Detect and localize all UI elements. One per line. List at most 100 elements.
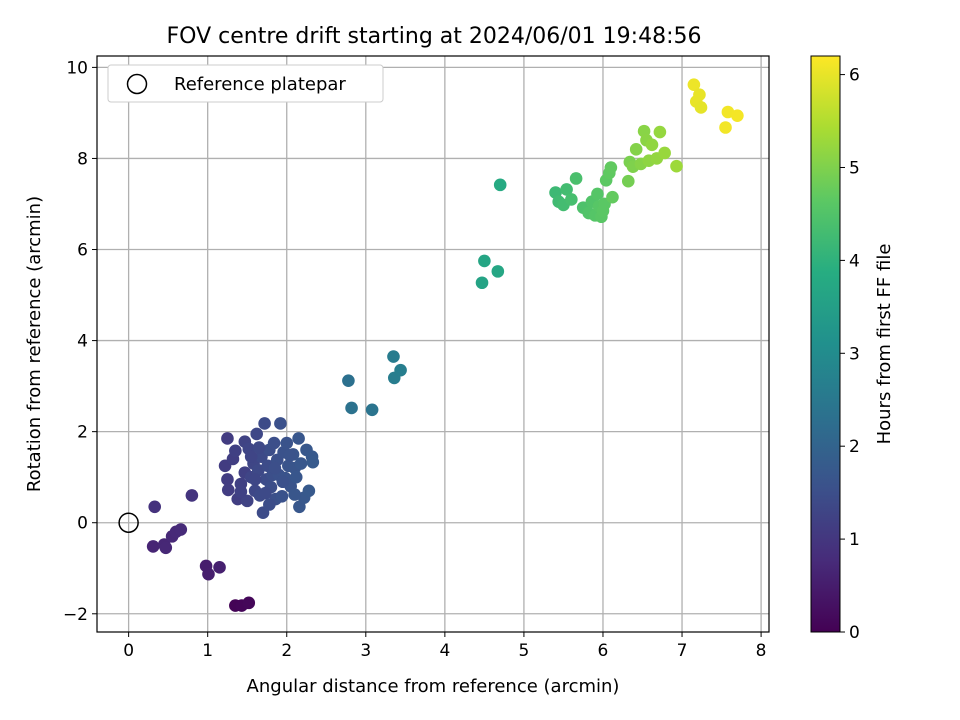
data-point: [591, 187, 604, 201]
data-point: [731, 109, 744, 122]
data-point: [250, 427, 263, 441]
data-point: [229, 444, 242, 458]
data-point: [244, 450, 258, 463]
data-point: [234, 485, 248, 499]
x-tick-label: 0: [123, 641, 134, 661]
y-axis-ticks: −2 0 2 4 6 8 10: [63, 58, 97, 625]
data-point: [248, 473, 262, 486]
data-point: [493, 178, 507, 192]
data-point: [306, 455, 320, 469]
x-tick-label: 5: [519, 641, 530, 661]
data-point: [475, 276, 489, 290]
data-point: [345, 401, 358, 415]
data-point: [221, 483, 235, 497]
colorbar-tick-label: 3: [849, 344, 860, 364]
data-point: [252, 441, 266, 454]
data-point: [242, 596, 256, 610]
x-axis-ticks: 0 1 2 3 4 5 6 7 8: [123, 632, 767, 661]
data-point: [670, 159, 683, 173]
data-point: [694, 101, 708, 114]
y-tick-label: 8: [77, 149, 88, 169]
data-point: [213, 561, 226, 574]
y-tick-label: −2: [63, 605, 88, 625]
colorbar-tick-label: 4: [849, 251, 860, 271]
data-point: [565, 193, 578, 206]
data-point: [221, 432, 234, 445]
chart-title: FOV centre drift starting at 2024/06/01 …: [167, 24, 702, 49]
data-point: [569, 172, 583, 185]
data-point: [629, 143, 643, 156]
data-point: [560, 183, 573, 196]
data-point: [221, 473, 234, 486]
colorbar-tick-label: 5: [849, 158, 860, 178]
data-point: [294, 457, 308, 470]
data-point: [302, 484, 316, 498]
x-tick-label: 3: [360, 641, 371, 661]
data-point: [202, 567, 215, 581]
colorbar-ticks: 0 1 2 3 4 5 6: [840, 66, 860, 643]
data-points: [146, 78, 744, 612]
x-tick-label: 8: [756, 641, 767, 661]
data-point: [276, 475, 290, 489]
x-tick-label: 6: [598, 641, 609, 661]
data-point: [283, 449, 297, 462]
data-point: [289, 470, 303, 484]
colorbar-tick-label: 6: [849, 66, 860, 86]
data-point: [721, 105, 735, 119]
grid: [97, 56, 769, 632]
x-tick-label: 1: [202, 641, 213, 661]
legend: Reference platepar: [107, 64, 384, 103]
x-tick-label: 2: [281, 641, 292, 661]
colorbar-tick-label: 1: [849, 530, 860, 550]
data-point: [259, 486, 272, 500]
data-point: [387, 350, 400, 363]
data-point: [146, 540, 160, 553]
data-point: [693, 88, 706, 102]
data-point: [292, 432, 305, 445]
colorbar-tick-label: 2: [849, 437, 860, 457]
data-point: [621, 174, 635, 188]
y-axis-label: Rotation from reference (arcmin): [24, 196, 45, 492]
colorbar-gradient: [810, 55, 841, 633]
data-point: [280, 436, 294, 450]
data-point: [275, 490, 289, 503]
data-point: [185, 489, 199, 502]
colorbar: 0 1 2 3 4 5 6 Hours from first FF file: [810, 55, 895, 643]
data-point: [342, 374, 355, 387]
reference-marker-layer: [118, 512, 139, 533]
data-point: [394, 363, 407, 377]
plot-frame: [96, 55, 770, 633]
data-point: [653, 125, 667, 139]
reference-marker: [118, 512, 139, 533]
data-point: [267, 436, 281, 450]
data-point: [645, 138, 659, 152]
data-point: [148, 500, 162, 514]
y-tick-label: 10: [66, 58, 88, 78]
colorbar-label: Hours from first FF file: [874, 244, 895, 445]
y-tick-label: 6: [77, 241, 88, 261]
legend-reference-marker-icon: [126, 73, 148, 95]
y-tick-label: 4: [77, 332, 88, 352]
data-point: [658, 146, 671, 160]
data-point: [604, 161, 618, 174]
data-point: [240, 494, 254, 508]
data-point: [263, 498, 276, 511]
data-point: [159, 541, 173, 555]
y-tick-label: 0: [77, 514, 88, 534]
data-point: [491, 265, 505, 278]
data-point: [174, 523, 188, 536]
data-point: [687, 78, 701, 91]
data-point: [258, 417, 271, 430]
data-point: [288, 488, 301, 501]
data-point: [719, 121, 732, 134]
legend-entry-reference: Reference platepar: [174, 74, 346, 95]
data-point: [478, 254, 491, 268]
data-point: [274, 417, 287, 430]
x-tick-label: 4: [439, 641, 450, 661]
y-tick-label: 2: [77, 423, 88, 443]
x-axis-label: Angular distance from reference (arcmin): [247, 676, 620, 697]
data-point: [268, 461, 282, 475]
data-point: [365, 403, 379, 417]
x-tick-label: 7: [677, 641, 688, 661]
